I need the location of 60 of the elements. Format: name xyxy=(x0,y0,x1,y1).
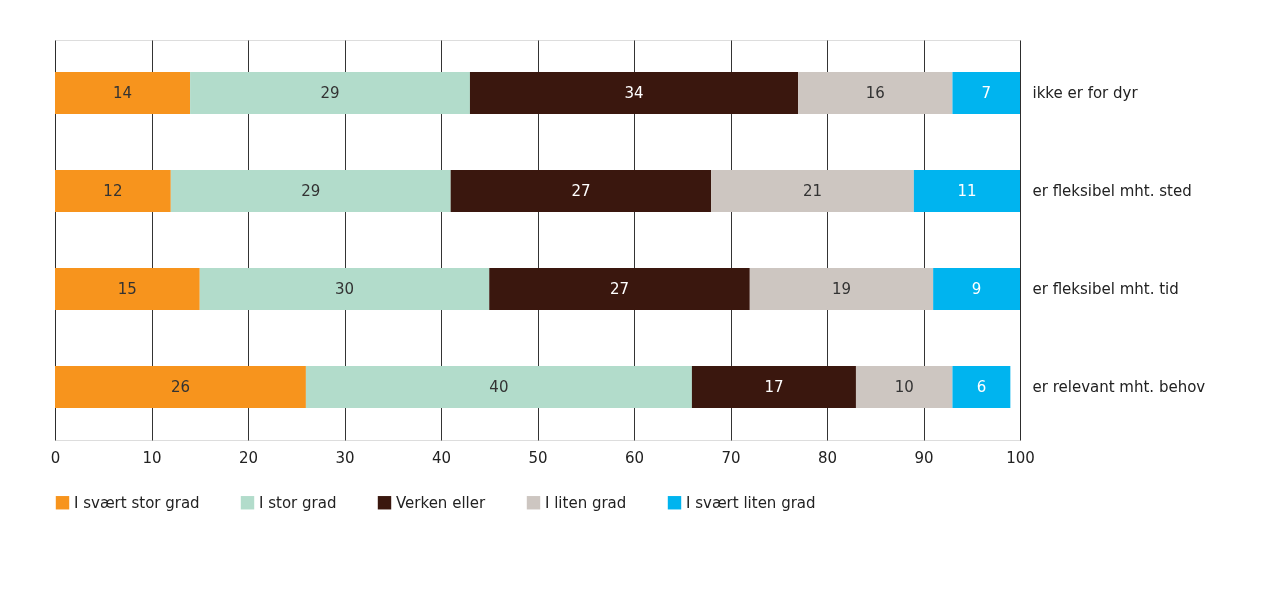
data-label: 29 xyxy=(320,83,340,102)
x-tick-label: 100 xyxy=(1006,448,1035,467)
legend-label: I stor grad xyxy=(259,493,337,512)
bar xyxy=(952,366,1011,409)
data-label: 27 xyxy=(571,181,591,200)
data-label: 40 xyxy=(489,378,509,397)
bar xyxy=(469,71,799,114)
x-tick-label: 20 xyxy=(238,448,259,467)
data-label: 16 xyxy=(865,83,885,102)
bar xyxy=(55,71,191,114)
data-label: 6 xyxy=(976,378,987,397)
data-label: 30 xyxy=(334,280,355,299)
bar xyxy=(55,268,200,311)
data-label: 29 xyxy=(301,181,321,200)
data-label: 14 xyxy=(113,83,133,102)
legend-label: I svært stor grad xyxy=(74,493,200,512)
bar xyxy=(170,169,451,212)
y-tick-label: er fleksibel mht. sted xyxy=(1032,181,1192,200)
bar xyxy=(190,71,470,114)
x-tick-label: 30 xyxy=(335,448,355,467)
x-tick-label: 10 xyxy=(142,448,162,467)
data-label: 21 xyxy=(802,181,823,200)
data-label: 34 xyxy=(624,83,644,102)
bar xyxy=(55,366,306,409)
data-label: 26 xyxy=(170,378,190,397)
data-label: 19 xyxy=(831,280,852,299)
legend-label: I svært liten grad xyxy=(686,493,816,512)
bar xyxy=(489,268,750,311)
bar xyxy=(933,268,1020,311)
bar xyxy=(305,366,692,409)
bar xyxy=(691,366,856,409)
data-label: 12 xyxy=(103,181,123,200)
legend-label: Verken eller xyxy=(396,493,486,512)
bar xyxy=(855,366,953,409)
x-tick-label: 60 xyxy=(624,448,645,467)
legend-label: I liten grad xyxy=(545,493,627,512)
bar xyxy=(711,169,914,212)
x-tick-label: 0 xyxy=(50,448,61,467)
bar xyxy=(450,169,712,212)
data-label: 9 xyxy=(971,280,982,299)
data-label: 17 xyxy=(764,378,784,397)
data-label: 11 xyxy=(957,181,977,200)
y-tick-label: er relevant mht. behov xyxy=(1032,378,1206,397)
y-tick-label: er fleksibel mht. tid xyxy=(1032,280,1179,299)
y-tick-label: ikke er for dyr xyxy=(1032,83,1139,102)
bar xyxy=(952,71,1020,114)
bar xyxy=(798,71,953,114)
x-tick-label: 40 xyxy=(431,448,452,467)
x-tick-label: 70 xyxy=(721,448,741,467)
bar xyxy=(749,268,934,311)
x-tick-label: 50 xyxy=(528,448,548,467)
x-tick-label: 80 xyxy=(817,448,838,467)
data-label: 27 xyxy=(609,280,630,299)
data-label: 15 xyxy=(117,280,137,299)
data-label: 7 xyxy=(981,83,991,102)
data-label: 10 xyxy=(894,378,914,397)
bar xyxy=(199,268,490,311)
bar xyxy=(55,169,171,212)
x-tick-label: 90 xyxy=(914,448,934,467)
bar xyxy=(913,169,1020,212)
